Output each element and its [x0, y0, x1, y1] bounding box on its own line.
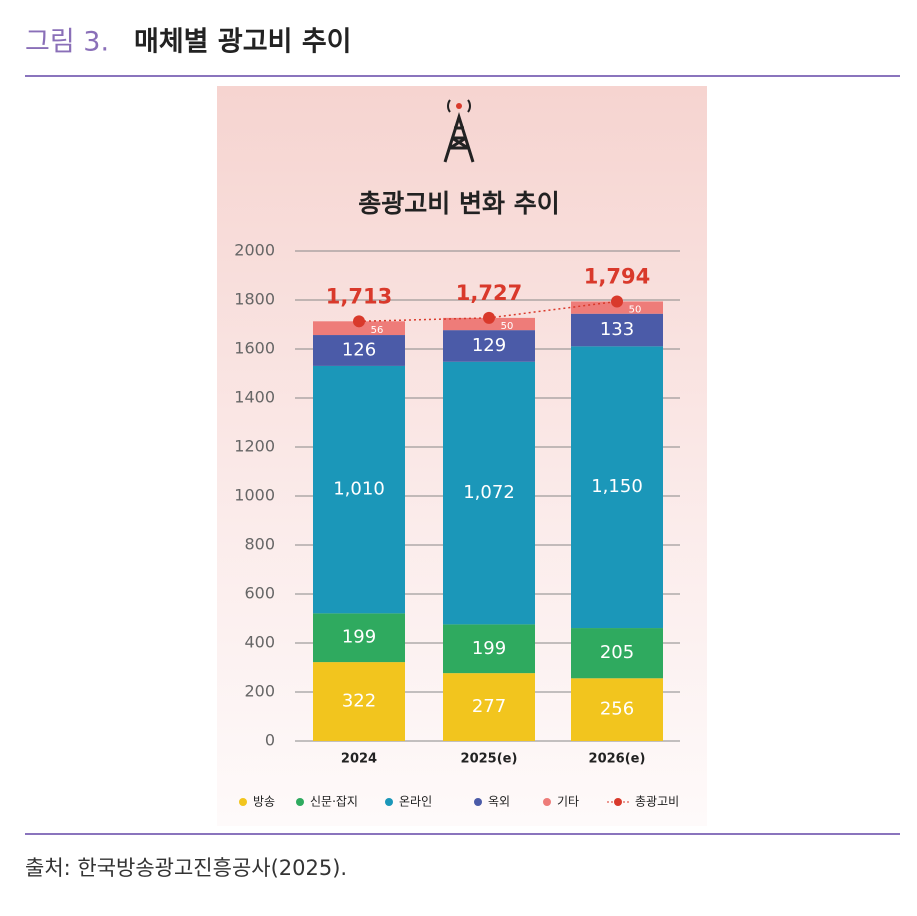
x-tick-label: 2026(e): [589, 752, 646, 767]
bar-segment: [443, 673, 535, 741]
legend-label: 옥외: [488, 795, 510, 809]
bar-segment: [443, 317, 535, 331]
x-tick-label: 2024: [341, 752, 377, 767]
bar-segment: [443, 624, 535, 674]
data-label: 1,150: [591, 476, 643, 497]
data-label: 199: [342, 627, 376, 648]
bar-segment: [313, 321, 405, 336]
legend-marker: [614, 798, 622, 806]
y-tick-label: 800: [244, 535, 275, 554]
legend-label: 총광고비: [635, 795, 679, 809]
bar-segment: [571, 346, 663, 629]
legend-label: 방송: [253, 795, 275, 809]
y-tick-label: 2000: [234, 241, 275, 260]
data-label: 205: [600, 642, 634, 663]
bar-segment: [313, 613, 405, 663]
legend-label: 온라인: [399, 795, 432, 809]
figure-label: 그림 3.: [25, 27, 109, 58]
chart-title: 총광고비 변화 추이: [358, 189, 559, 218]
total-label: 1,713: [326, 284, 392, 308]
data-label: 256: [600, 699, 634, 720]
bar-segment: [313, 662, 405, 741]
legend-marker: [385, 798, 393, 806]
total-point: [611, 295, 623, 308]
data-label: 1,072: [463, 482, 515, 503]
legend-marker: [296, 798, 304, 806]
bar-segment: [443, 361, 535, 625]
data-label: 199: [472, 638, 506, 659]
data-label: 277: [472, 696, 506, 717]
bar-segment: [571, 313, 663, 347]
data-label: 133: [600, 319, 634, 340]
bar-segment: [313, 365, 405, 614]
total-point: [483, 311, 495, 324]
data-label: 56: [371, 325, 384, 336]
data-label: 322: [342, 691, 376, 712]
total-label: 1,727: [456, 281, 522, 305]
total-label: 1,794: [584, 264, 650, 288]
x-tick-label: 2025(e): [461, 752, 518, 767]
legend-marker: [239, 798, 247, 806]
y-tick-label: 1800: [234, 290, 275, 309]
y-tick-label: 1600: [234, 339, 275, 358]
source: 출처: 한국방송광고진흥공사(2025).: [25, 856, 347, 880]
y-tick-label: 600: [244, 584, 275, 603]
legend-label: 기타: [557, 795, 579, 809]
data-label: 50: [629, 305, 642, 316]
data-label: 126: [342, 339, 376, 360]
legend-marker: [474, 798, 482, 806]
y-tick-label: 1200: [234, 437, 275, 456]
legend-label: 신문·잡지: [310, 795, 358, 809]
data-label: 129: [472, 335, 506, 356]
bar-segment: [571, 628, 663, 679]
y-tick-label: 200: [244, 682, 275, 701]
bar-segment: [443, 330, 535, 362]
bar-segment: [313, 335, 405, 366]
total-point: [353, 315, 365, 328]
y-tick-label: 0: [265, 731, 275, 750]
y-tick-label: 1400: [234, 388, 275, 407]
legend-marker: [543, 798, 551, 806]
figure-title: 매체별 광고비 추이: [134, 27, 352, 58]
data-label: 50: [501, 321, 514, 332]
antenna-icon: [443, 99, 475, 163]
data-label: 1,010: [333, 479, 385, 500]
y-tick-label: 1000: [234, 486, 275, 505]
y-tick-label: 400: [244, 633, 275, 652]
bar-segment: [571, 678, 663, 741]
